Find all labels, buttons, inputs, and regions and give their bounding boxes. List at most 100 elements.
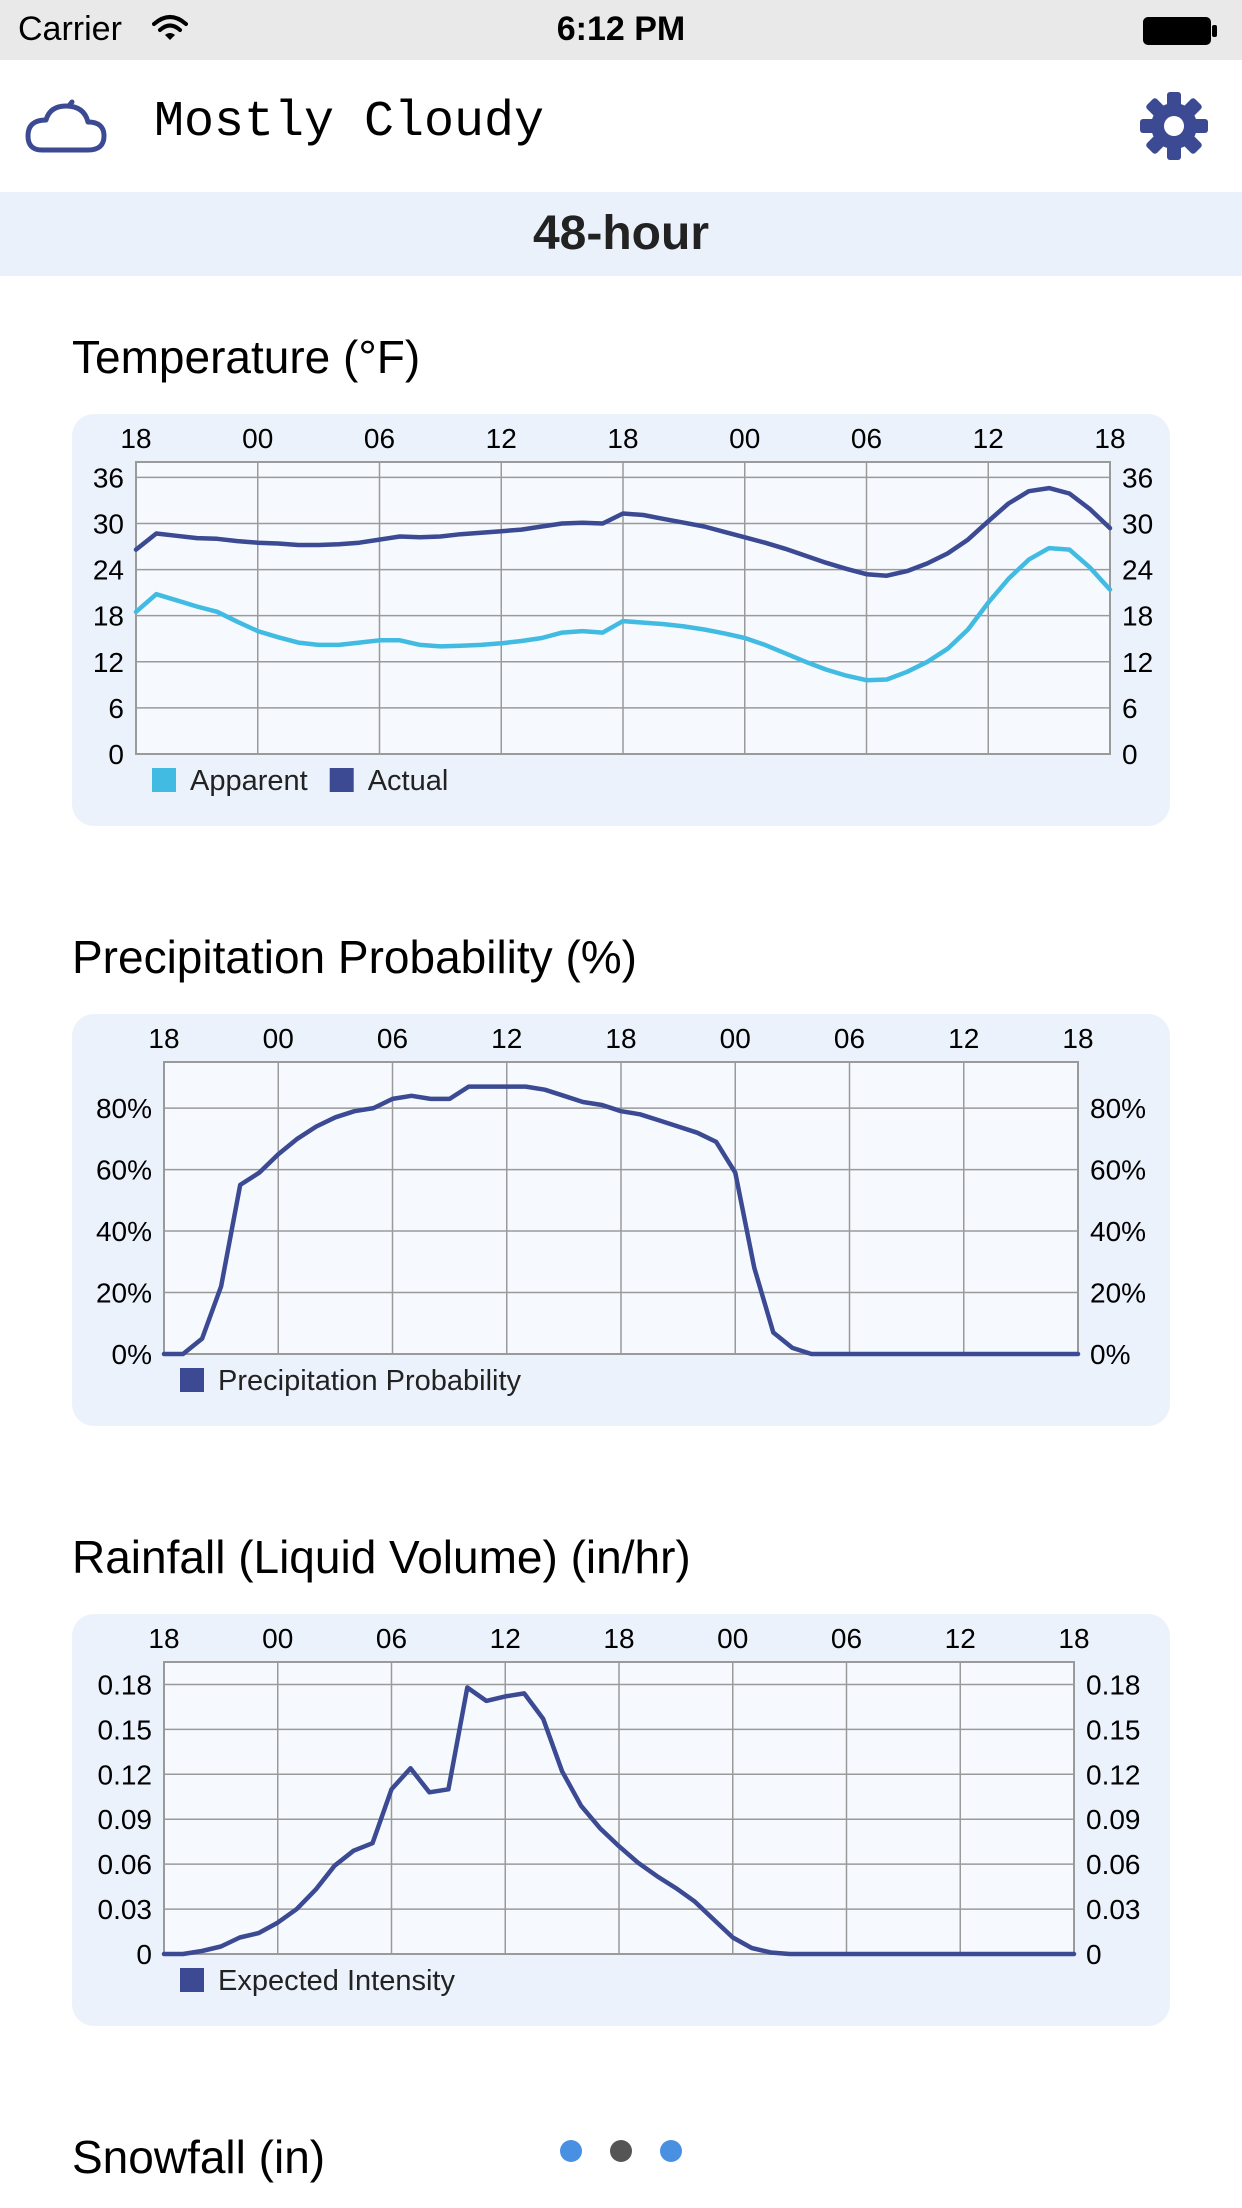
page-dot[interactable] bbox=[660, 2140, 682, 2162]
wifi-icon bbox=[152, 14, 188, 47]
rainfall-chart-svg: 18 00 06 12 18 00 06 12 180 00.03 0.030.06 0.060.09… bbox=[98, 1623, 1141, 1997]
rainfall-title: Rainfall (Liquid Volume) (in/hr) bbox=[72, 1531, 691, 1583]
y-tick-label-right: 36 bbox=[1122, 462, 1153, 493]
y-tick-label-left: 24 bbox=[93, 555, 124, 586]
y-tick-label-left: 60% bbox=[96, 1155, 152, 1186]
x-tick-label: 18 bbox=[1094, 423, 1125, 454]
y-tick-label-left: 0 bbox=[136, 1939, 152, 1970]
x-tick-label: 12 bbox=[948, 1023, 979, 1054]
x-tick-label: 06 bbox=[851, 423, 882, 454]
x-tick-label: 06 bbox=[834, 1023, 865, 1054]
y-tick-label-right: 0.06 bbox=[1086, 1849, 1141, 1880]
x-tick-label: 18 bbox=[1062, 1023, 1093, 1054]
page-dot[interactable] bbox=[560, 2140, 582, 2162]
y-tick-label-right: 0.09 bbox=[1086, 1804, 1141, 1835]
legend-swatch bbox=[180, 1368, 204, 1392]
legend-swatch bbox=[329, 768, 354, 792]
x-tick-label: 12 bbox=[973, 423, 1004, 454]
condition-title: Mostly Cloudy bbox=[154, 94, 545, 151]
y-tick-label-left: 0.12 bbox=[98, 1759, 153, 1790]
y-tick-label-left: 0.15 bbox=[98, 1714, 153, 1745]
gear-icon[interactable] bbox=[1138, 90, 1210, 162]
header-bar: Mostly Cloudy bbox=[0, 60, 1242, 192]
x-tick-label: 00 bbox=[717, 1623, 748, 1654]
y-tick-label-left: 30 bbox=[93, 508, 124, 539]
legend-label: Apparent bbox=[190, 765, 308, 797]
y-tick-label-right: 60% bbox=[1090, 1155, 1146, 1186]
legend-label: Expected Intensity bbox=[218, 1965, 455, 1997]
x-tick-label: 18 bbox=[148, 1623, 179, 1654]
status-bar: Carrier 6:12 PM bbox=[0, 0, 1242, 60]
temperature-title: Temperature (°F) bbox=[72, 331, 421, 383]
series-line-apparent bbox=[133, 545, 1113, 683]
carrier-label: Carrier bbox=[18, 10, 122, 48]
page-dot[interactable] bbox=[610, 2140, 632, 2162]
x-tick-label: 06 bbox=[831, 1623, 862, 1654]
y-tick-label-right: 0.18 bbox=[1086, 1669, 1141, 1700]
x-tick-label: 00 bbox=[262, 1623, 293, 1654]
clock: 6:12 PM bbox=[556, 10, 686, 48]
y-tick-label-left: 18 bbox=[93, 601, 124, 632]
y-tick-label-left: 6 bbox=[108, 693, 124, 724]
x-tick-label: 06 bbox=[376, 1623, 407, 1654]
y-tick-label-right: 0 bbox=[1122, 739, 1138, 770]
y-tick-label-right: 0% bbox=[1090, 1339, 1130, 1370]
y-tick-label-left: 20% bbox=[96, 1278, 152, 1309]
partly-cloudy-night-icon bbox=[20, 88, 112, 165]
precipitation-chart-svg: 18 00 06 12 18 00 06 12 18 0% 0% 20% 20% 40% 40% 60% 60%… bbox=[96, 1023, 1146, 1397]
snowfall-title: Snowfall (in) bbox=[72, 2131, 326, 2183]
x-tick-label: 12 bbox=[486, 423, 517, 454]
period-label: 48-hour bbox=[0, 192, 1242, 276]
x-tick-label: 18 bbox=[605, 1023, 636, 1054]
legend-swatch bbox=[152, 768, 176, 792]
temperature-chart: 18 00 06 12 18 00 06 12 18 0 0 6 6 12 12 18 18 24 24 30 30 36… bbox=[72, 414, 1170, 826]
legend-label: Precipitation Probability bbox=[218, 1365, 522, 1397]
x-tick-label: 00 bbox=[263, 1023, 294, 1054]
y-tick-label-left: 0.18 bbox=[98, 1669, 153, 1700]
y-tick-label-right: 20% bbox=[1090, 1278, 1146, 1309]
x-tick-label: 12 bbox=[945, 1623, 976, 1654]
y-tick-label-left: 0.03 bbox=[98, 1894, 153, 1925]
y-tick-label-left: 40% bbox=[96, 1216, 152, 1247]
x-tick-label: 18 bbox=[148, 1023, 179, 1054]
y-tick-label-right: 12 bbox=[1122, 647, 1153, 678]
x-tick-label: 18 bbox=[1058, 1623, 1089, 1654]
x-tick-label: 18 bbox=[607, 423, 638, 454]
y-tick-label-right: 6 bbox=[1122, 693, 1138, 724]
series-line-actual bbox=[133, 485, 1113, 578]
y-tick-label-left: 0% bbox=[112, 1339, 152, 1370]
y-tick-label-right: 18 bbox=[1122, 601, 1153, 632]
x-tick-label: 06 bbox=[364, 423, 395, 454]
x-tick-label: 18 bbox=[603, 1623, 634, 1654]
y-tick-label-left: 0.06 bbox=[98, 1849, 153, 1880]
y-tick-label-right: 0.03 bbox=[1086, 1894, 1141, 1925]
y-tick-label-right: 24 bbox=[1122, 555, 1153, 586]
series-line-precipitation-probability bbox=[161, 1084, 1081, 1357]
y-tick-label-right: 40% bbox=[1090, 1216, 1146, 1247]
y-tick-label-left: 80% bbox=[96, 1093, 152, 1124]
x-tick-label: 06 bbox=[377, 1023, 408, 1054]
battery-icon bbox=[1142, 16, 1218, 51]
precipitation-title: Precipitation Probability (%) bbox=[72, 931, 638, 983]
page-indicator[interactable] bbox=[560, 2140, 690, 2164]
y-tick-label-left: 0 bbox=[108, 739, 124, 770]
y-tick-label-right: 80% bbox=[1090, 1093, 1146, 1124]
y-tick-label-left: 12 bbox=[93, 647, 124, 678]
x-tick-label: 00 bbox=[242, 423, 273, 454]
x-tick-label: 00 bbox=[729, 423, 760, 454]
y-tick-label-right: 0.15 bbox=[1086, 1714, 1141, 1745]
x-tick-label: 18 bbox=[120, 423, 151, 454]
precipitation-chart: 18 00 06 12 18 00 06 12 18 0% 0% 20% 20% 40% 40% 60% 60%… bbox=[72, 1014, 1170, 1426]
rainfall-chart: 18 00 06 12 18 00 06 12 18 0 0 0.03 0.03 0.06 0.06 0.09… bbox=[72, 1614, 1170, 2026]
legend-swatch bbox=[180, 1968, 204, 1992]
x-tick-label: 12 bbox=[491, 1023, 522, 1054]
x-tick-label: 00 bbox=[720, 1023, 751, 1054]
series-line-expected-intensity bbox=[161, 1685, 1077, 1957]
x-tick-label: 12 bbox=[490, 1623, 521, 1654]
y-tick-label-right: 0 bbox=[1086, 1939, 1102, 1970]
y-tick-label-right: 30 bbox=[1122, 508, 1153, 539]
y-tick-label-right: 0.12 bbox=[1086, 1759, 1141, 1790]
legend-label: Actual bbox=[368, 765, 449, 797]
y-tick-label-left: 36 bbox=[93, 462, 124, 493]
